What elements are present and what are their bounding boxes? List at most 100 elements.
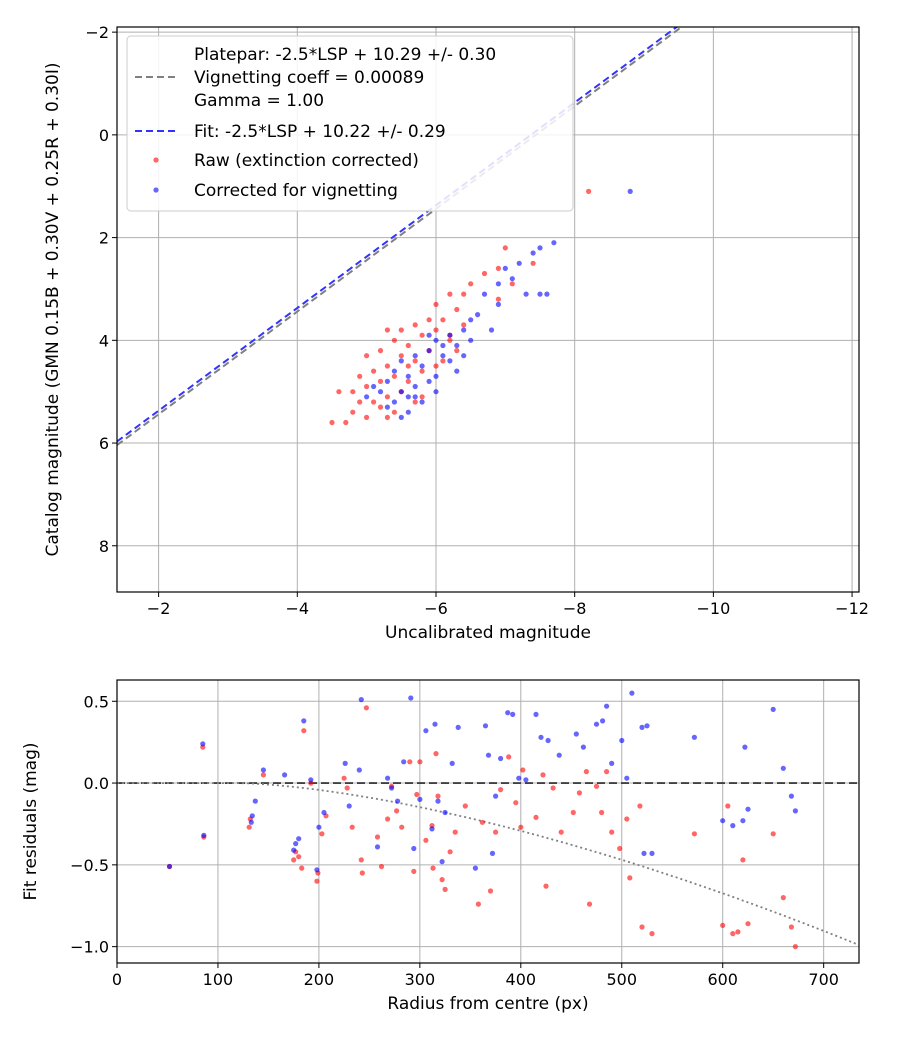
- x-tick-label: −10: [696, 599, 730, 618]
- corrected-point: [609, 760, 615, 767]
- y-tick-label: −0.5: [70, 856, 109, 875]
- corrected-point: [291, 847, 297, 853]
- corrected-point: [395, 798, 401, 804]
- legend-box: [126, 35, 574, 212]
- corrected-point: [498, 755, 504, 762]
- corrected-point: [745, 806, 751, 812]
- legend-gamma-label: Gamma = 1.00: [194, 91, 324, 111]
- x-tick-label: 700: [808, 970, 839, 989]
- corrected-point: [593, 721, 600, 727]
- raw-point: [299, 865, 305, 871]
- corrected-point: [356, 767, 362, 773]
- corrected-point: [537, 291, 543, 297]
- corrected-point: [385, 775, 391, 781]
- corrected-point: [398, 414, 404, 420]
- x-tick-label: 200: [304, 970, 335, 989]
- corrected-point: [538, 734, 544, 740]
- corrected-point: [429, 826, 435, 832]
- raw-point: [624, 816, 630, 822]
- legend-platepar-label: Platepar: -2.5*LSP + 10.29 +/- 0.30: [194, 45, 496, 65]
- raw-point: [454, 306, 460, 313]
- x-tick-label: −8: [563, 599, 587, 618]
- corrected-point: [423, 728, 429, 734]
- x-tick-label: 300: [405, 970, 436, 989]
- raw-point: [550, 785, 556, 791]
- corrected-point: [321, 809, 327, 816]
- corrected-point: [485, 752, 492, 758]
- corrected-point: [788, 793, 795, 799]
- raw-point: [246, 824, 252, 830]
- raw-point: [770, 831, 776, 837]
- corrected-point: [384, 404, 390, 410]
- corrected-point: [600, 718, 606, 724]
- raw-point: [378, 863, 385, 870]
- corrected-point: [792, 808, 799, 814]
- raw-point: [540, 772, 546, 778]
- corrected-point: [449, 760, 455, 767]
- raw-point: [314, 878, 320, 884]
- corrected-point: [440, 353, 446, 359]
- corrected-point: [358, 697, 364, 703]
- raw-point: [433, 327, 439, 333]
- raw-point: [518, 824, 524, 830]
- corrected-point: [342, 760, 348, 767]
- legend-corrected-marker: [153, 187, 159, 193]
- corrected-point: [249, 813, 255, 819]
- x-tick-label: 100: [203, 970, 234, 989]
- raw-point: [405, 378, 411, 384]
- corrected-point: [432, 721, 438, 727]
- bottom-ticks: 0 100 200 300 400 500 600 700 −1.0 −0.5 0.0 0.5: [70, 692, 839, 989]
- raw-point: [439, 877, 445, 883]
- corrected-point: [200, 741, 206, 747]
- raw-point: [530, 260, 536, 266]
- raw-point: [583, 769, 590, 775]
- raw-point: [405, 342, 411, 349]
- raw-point: [412, 399, 418, 405]
- raw-point: [423, 837, 429, 843]
- corrected-point: [493, 793, 499, 799]
- x-tick-label: −4: [286, 599, 310, 618]
- raw-point: [391, 337, 397, 343]
- raw-point: [371, 399, 377, 405]
- top-x-axis-label: Uncalibrated magnitude: [385, 623, 591, 643]
- raw-point: [543, 883, 549, 889]
- raw-point: [350, 409, 356, 415]
- raw-point: [639, 924, 645, 930]
- corrected-point: [523, 777, 529, 783]
- corrected-point: [533, 711, 539, 718]
- raw-point: [447, 337, 453, 343]
- legend-raw-label: Raw (extinction corrected): [194, 151, 419, 171]
- raw-point: [377, 348, 384, 354]
- corrected-point: [495, 281, 501, 287]
- raw-point: [433, 301, 439, 307]
- legend-vignetting-label: Vignetting coeff = 0.00089: [194, 68, 424, 88]
- raw-point: [384, 394, 390, 400]
- corrected-point: [433, 373, 439, 379]
- corrected-point: [442, 809, 448, 816]
- raw-point: [260, 772, 266, 778]
- raw-point: [604, 769, 610, 775]
- corrected-point: [308, 777, 314, 783]
- y-tick-label: 8: [99, 537, 109, 556]
- raw-point: [364, 383, 370, 390]
- raw-point: [498, 787, 504, 793]
- corrected-point: [551, 240, 557, 246]
- raw-point: [377, 404, 384, 410]
- corrected-point: [248, 819, 254, 825]
- legend-corrected-label: Corrected for vignetting: [194, 181, 398, 201]
- raw-point: [462, 803, 468, 809]
- bottom-plot-frame: [116, 679, 860, 964]
- raw-point: [344, 785, 350, 791]
- raw-point: [586, 188, 592, 194]
- corrected-point: [454, 342, 460, 349]
- raw-point: [576, 790, 583, 796]
- x-tick-label: 400: [506, 970, 537, 989]
- raw-point: [440, 358, 446, 364]
- raw-point: [391, 373, 397, 379]
- corrected-point: [426, 348, 432, 354]
- corrected-point: [516, 260, 522, 266]
- raw-point: [433, 363, 439, 369]
- raw-point: [495, 296, 501, 302]
- raw-point: [599, 809, 605, 816]
